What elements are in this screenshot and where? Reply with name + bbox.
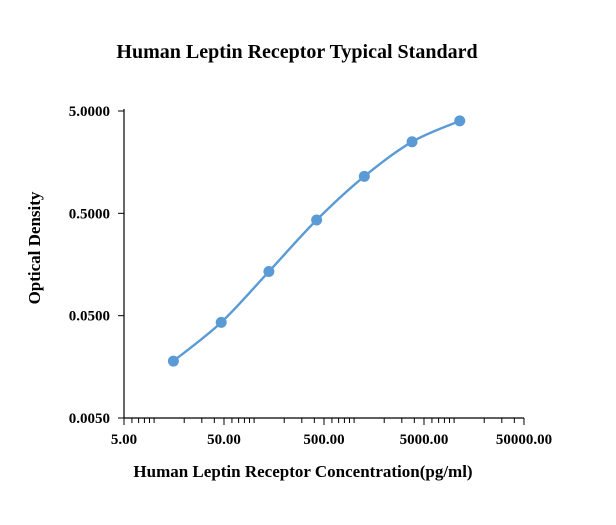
x-tick-label: 50.00 (207, 432, 241, 448)
tick-labels: 5.00 50.00 500.00 5000.00 50000.00 0.0050 0.05… (69, 104, 552, 448)
data-point (311, 214, 323, 226)
y-tick-label: 0.0500 (69, 309, 110, 325)
y-axis-title: Optical Density (25, 191, 44, 304)
chart-title: Human Leptin Receptor Typical Standard (116, 41, 477, 63)
data-points (167, 115, 466, 367)
data-point (406, 136, 418, 148)
data-point (454, 115, 466, 127)
x-tick-label: 5000.00 (400, 432, 449, 448)
x-tick-label: 500.00 (303, 432, 344, 448)
y-tick-label: 5.0000 (69, 104, 110, 120)
y-tick-label: 0.0050 (69, 411, 110, 427)
data-point (263, 266, 275, 278)
axes (123, 109, 524, 419)
data-point (167, 355, 179, 367)
tick-marks (118, 110, 525, 425)
y-tick-label: 0.5000 (69, 206, 110, 222)
data-point (358, 170, 370, 182)
x-tick-label: 5.00 (111, 432, 137, 448)
data-point (215, 316, 227, 328)
x-tick-label: 50000.00 (496, 432, 552, 448)
standard-curve-line (172, 119, 461, 363)
x-axis-title: Human Leptin Receptor Concentration(pg/m… (133, 462, 472, 481)
